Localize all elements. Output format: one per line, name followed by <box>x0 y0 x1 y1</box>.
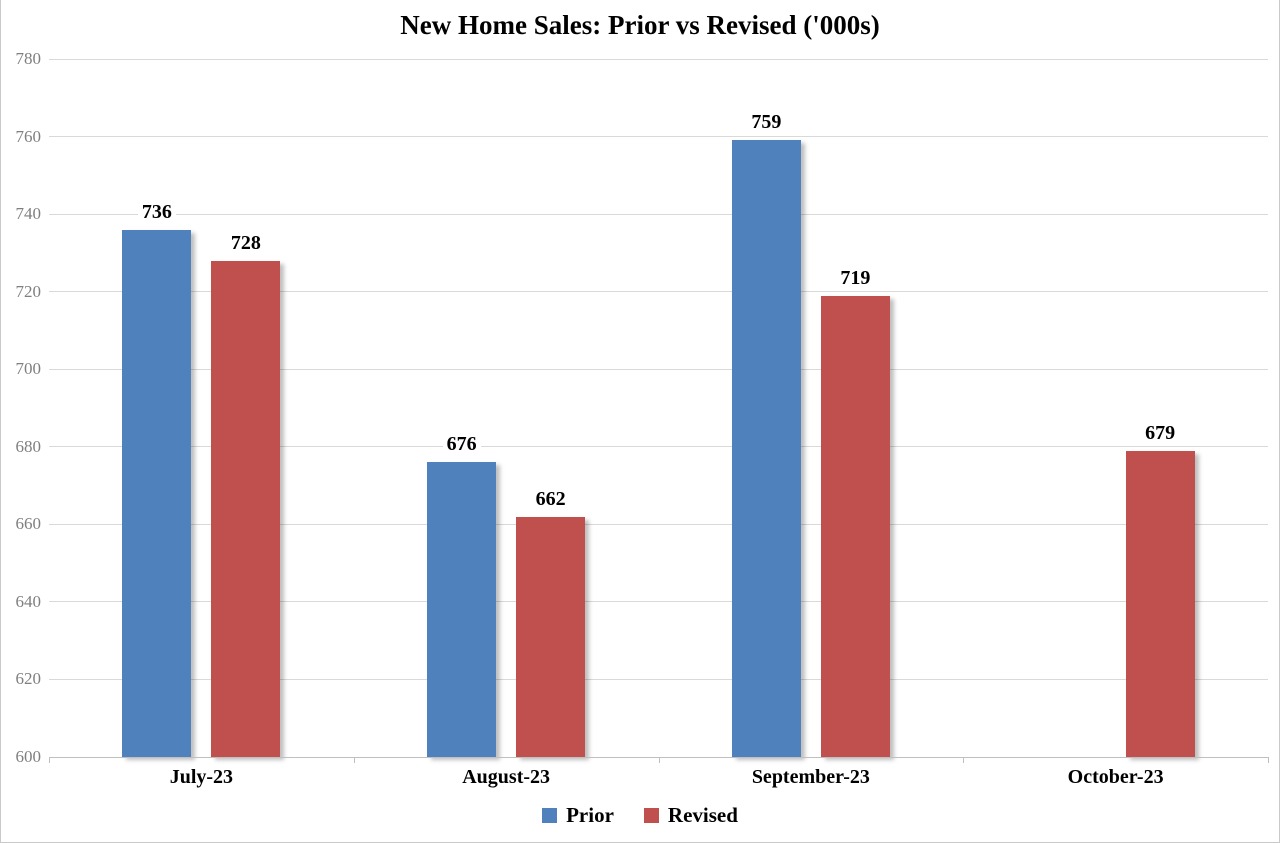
gridline-720 <box>49 291 1268 293</box>
y-axis-tick-label: 640 <box>15 591 42 611</box>
data-label-revised-october-23: 679 <box>1141 419 1180 446</box>
data-label-prior-july-23: 736 <box>137 198 176 225</box>
gridline-660 <box>49 523 1268 525</box>
revised-swatch-icon <box>643 808 659 823</box>
x-axis-category-label: October-23 <box>1067 766 1164 788</box>
y-axis-tick-label: 620 <box>15 669 42 689</box>
x-axis-category-label: August-23 <box>462 766 551 788</box>
legend: Prior Revised <box>1 803 1279 828</box>
y-axis-tick-label: 740 <box>15 204 42 224</box>
y-axis-tick-label: 660 <box>15 514 42 534</box>
bar-prior-august-23 <box>427 462 497 757</box>
gridline-640 <box>49 601 1268 603</box>
bar-prior-july-23 <box>122 229 192 757</box>
data-label-revised-august-23: 662 <box>531 485 570 512</box>
bar-prior-september-23 <box>731 140 801 757</box>
y-axis-tick-label: 760 <box>15 126 42 146</box>
x-axis-tick <box>658 758 660 763</box>
gridline-760 <box>49 136 1268 138</box>
legend-label-revised: Revised <box>667 803 738 827</box>
data-label-prior-august-23: 676 <box>442 431 481 458</box>
y-axis-tick-label: 700 <box>15 359 42 379</box>
gridline-740 <box>49 213 1268 215</box>
gridline-700 <box>49 368 1268 370</box>
y-axis-tick-label: 600 <box>15 747 42 766</box>
x-axis-tick <box>1268 758 1269 763</box>
y-axis-tick-label: 680 <box>15 436 42 456</box>
legend-label-prior: Prior <box>566 803 614 827</box>
legend-item-prior: Prior <box>542 803 614 828</box>
x-axis-tick <box>963 758 965 763</box>
data-label-revised-september-23: 719 <box>836 264 875 291</box>
gridline-780 <box>49 58 1268 60</box>
x-axis-tick <box>353 758 355 763</box>
legend-item-revised: Revised <box>643 803 738 828</box>
bar-revised-july-23 <box>211 260 281 757</box>
gridline-680 <box>49 446 1268 448</box>
data-label-revised-july-23: 728 <box>226 229 265 256</box>
x-axis-category-label: September-23 <box>751 766 870 788</box>
chart-title: New Home Sales: Prior vs Revised ('000s) <box>400 10 880 40</box>
x-axis-tick <box>49 758 50 763</box>
y-axis-tick-label: 720 <box>15 281 42 301</box>
gridline-620 <box>49 678 1268 680</box>
x-axis-category-label: July-23 <box>169 766 234 788</box>
bar-revised-august-23 <box>516 516 586 757</box>
bar-revised-october-23 <box>1125 450 1195 757</box>
bar-revised-september-23 <box>820 295 890 757</box>
y-axis-tick-label: 780 <box>15 49 42 68</box>
prior-swatch-icon <box>542 808 558 823</box>
data-label-prior-september-23: 759 <box>747 109 786 136</box>
x-axis-line <box>49 757 1269 758</box>
